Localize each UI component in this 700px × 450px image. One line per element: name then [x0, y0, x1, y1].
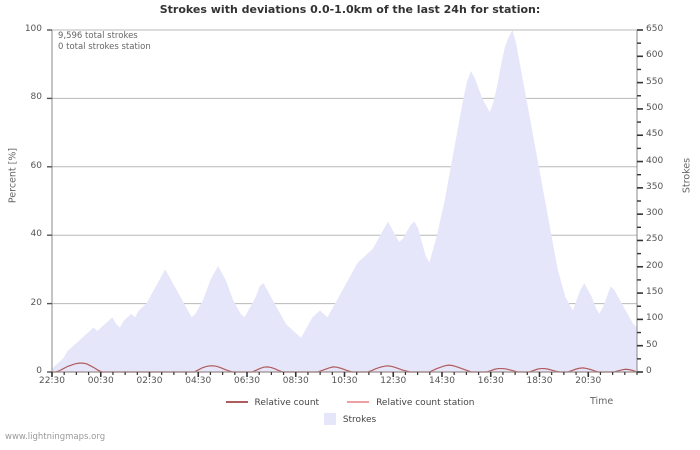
- y-tick-label-right: 250: [646, 234, 664, 245]
- y-tick-label-right: 300: [646, 208, 664, 219]
- legend-area-swatch: [323, 413, 336, 425]
- y-axis-label-left: Percent [%]: [7, 147, 19, 204]
- y-tick-label-left: 20: [30, 297, 42, 308]
- y-tick-label-left: 80: [30, 92, 42, 103]
- x-tick-label: 16:30: [477, 376, 504, 386]
- y-tick-label-right: 350: [646, 181, 664, 192]
- x-tick-label: 12:30: [380, 376, 407, 386]
- x-tick-label: 00:30: [87, 376, 114, 386]
- x-tick-label: 22:30: [39, 376, 65, 386]
- x-tick-label: 04:30: [185, 376, 212, 386]
- legend-label: Relative count station: [376, 398, 475, 408]
- total-strokes-station-annotation: 0 total strokes station: [58, 42, 151, 52]
- y-tick-label-right: 0: [646, 366, 652, 376]
- y-tick-label-right: 600: [646, 50, 664, 61]
- y-tick-label-right: 50: [646, 339, 658, 350]
- x-tick-label: 20:30: [575, 376, 602, 386]
- chart-title: Strokes with deviations 0.0-1.0km of the…: [159, 3, 541, 16]
- y-tick-label-left: 40: [30, 229, 42, 240]
- x-tick-label: 02:30: [136, 376, 163, 386]
- legend-label: Strokes: [342, 415, 377, 425]
- x-tick-label: 18:30: [526, 376, 553, 386]
- y-tick-label-right: 100: [646, 313, 664, 324]
- y-tick-label-right: 200: [646, 260, 664, 271]
- y-tick-label-left: 0: [36, 366, 42, 376]
- total-strokes-annotation: 9,596 total strokes: [58, 31, 138, 41]
- legend-item[interactable]: Strokes: [323, 413, 377, 426]
- legend-label: Relative count: [254, 398, 320, 408]
- legend-line-marker: [225, 401, 248, 403]
- legend-row-primary: Relative count Relative count station: [0, 398, 700, 409]
- y-tick-label-right: 500: [646, 102, 664, 113]
- x-tick-label: 14:30: [429, 376, 455, 386]
- legend-row-secondary: Strokes: [0, 413, 700, 426]
- y-tick-label-right: 550: [646, 76, 664, 87]
- x-tick-label: 08:30: [282, 376, 309, 386]
- x-axis-label: Time: [590, 396, 614, 407]
- legend-line-marker: [347, 401, 370, 403]
- y-tick-label-right: 400: [646, 155, 664, 166]
- x-tick-label: 06:30: [234, 376, 260, 386]
- y-tick-label-left: 100: [24, 24, 42, 34]
- y-tick-label-right: 650: [646, 24, 664, 34]
- x-tick-label: 10:30: [331, 376, 358, 386]
- y-tick-label-right: 150: [646, 287, 664, 298]
- y-axis-label-right: Strokes: [681, 157, 693, 194]
- footer-attribution: www.lightningmaps.org: [5, 432, 106, 442]
- y-tick-label-right: 450: [646, 129, 664, 140]
- legend-item[interactable]: Relative count: [225, 398, 320, 409]
- y-tick-label-left: 60: [30, 160, 42, 171]
- legend-item[interactable]: Relative count station: [347, 398, 474, 409]
